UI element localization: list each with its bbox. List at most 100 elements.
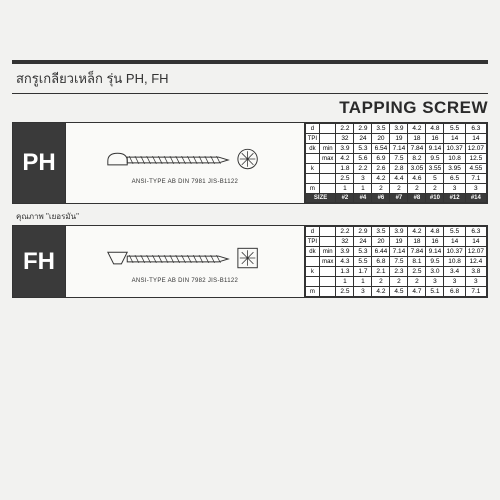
cell: 20 <box>372 237 390 247</box>
row-header: TPI <box>305 237 319 247</box>
cell: 4.2 <box>372 174 390 184</box>
row-subheader <box>320 237 336 247</box>
cell: 10.37 <box>444 247 465 257</box>
cell: 1 <box>336 184 354 194</box>
cell: 18 <box>408 134 426 144</box>
cell: 7.84 <box>408 144 426 154</box>
cell: 7.5 <box>390 257 408 267</box>
cell: 2 <box>372 184 390 194</box>
cell: 5.5 <box>444 124 465 134</box>
cell: 10.37 <box>444 144 465 154</box>
cell: 32 <box>336 134 354 144</box>
row-subheader <box>320 174 336 184</box>
cell: 2.6 <box>372 164 390 174</box>
row-subheader <box>320 227 336 237</box>
cell: 3.9 <box>336 144 354 154</box>
cell: 4.5 <box>390 287 408 297</box>
cell: 7.1 <box>465 287 486 297</box>
cell: 2 <box>426 184 444 194</box>
cell: 2.8 <box>390 164 408 174</box>
cell: 1.3 <box>336 267 354 277</box>
cell: 4.55 <box>465 164 486 174</box>
cell: 3 <box>354 287 372 297</box>
size-row: SIZE#2#4#6#7#8#10#12#14 <box>305 194 486 203</box>
spec-block: PHANSI-TYPE AB DIN 7981 JIS-B1122d2.22.9… <box>12 122 488 204</box>
cell: 3 <box>426 277 444 287</box>
cell: 6.44 <box>372 247 390 257</box>
row-subheader <box>320 164 336 174</box>
cell: 5.5 <box>444 227 465 237</box>
cell: 6.8 <box>444 287 465 297</box>
cell: 2.9 <box>354 124 372 134</box>
size-cell: #8 <box>408 194 426 203</box>
row-header: dk <box>305 144 319 154</box>
cell: 18 <box>408 237 426 247</box>
table-row: dkmin3.95.36.547.147.849.1410.3712.07 <box>305 144 486 154</box>
cell: 2.2 <box>336 227 354 237</box>
table-row: 11222333 <box>305 277 486 287</box>
cell: 14 <box>465 134 486 144</box>
row-header: k <box>305 267 319 277</box>
row-header <box>305 154 319 164</box>
cell: 9.14 <box>426 144 444 154</box>
cell: 5.3 <box>354 144 372 154</box>
row-header: d <box>305 227 319 237</box>
cell: 3.05 <box>408 164 426 174</box>
table-row: d2.22.93.53.94.24.85.56.3 <box>305 227 486 237</box>
table-row: dkmin3.95.36.447.147.849.1410.3712.07 <box>305 247 486 257</box>
row-header: m <box>305 287 319 297</box>
size-cell: #2 <box>336 194 354 203</box>
size-cell: #4 <box>354 194 372 203</box>
cell: 6.9 <box>372 154 390 164</box>
cell: 3 <box>465 277 486 287</box>
table-row: m2.534.24.54.75.16.87.1 <box>305 287 486 297</box>
spec-table: d2.22.93.53.94.24.85.56.3TPI322420191816… <box>305 226 487 297</box>
row-subheader <box>320 184 336 194</box>
table-row: TPI3224201918161414 <box>305 134 486 144</box>
cell: 32 <box>336 237 354 247</box>
screw-diagram: ANSI-TYPE AB DIN 7982 JIS-B1122 <box>65 226 305 297</box>
cell: 4.2 <box>408 227 426 237</box>
cell: 3.5 <box>372 124 390 134</box>
cell: 12.5 <box>465 154 486 164</box>
table-row: k1.82.22.62.83.053.553.954.55 <box>305 164 486 174</box>
cell: 7.14 <box>390 144 408 154</box>
thai-title: สกรูเกลียวเหล็ก รุ่น PH, FH <box>12 68 169 89</box>
row-header <box>305 257 319 267</box>
size-cell: #7 <box>390 194 408 203</box>
cell: 4.8 <box>426 227 444 237</box>
cell: 6.5 <box>444 174 465 184</box>
cell: 3.9 <box>390 227 408 237</box>
cell: 4.2 <box>408 124 426 134</box>
row-subheader <box>320 124 336 134</box>
row-header: TPI <box>305 134 319 144</box>
english-title: TAPPING SCREW <box>12 98 488 118</box>
cell: 1 <box>354 277 372 287</box>
row-subheader <box>320 287 336 297</box>
type-label: FH <box>13 226 65 297</box>
cell: 6.3 <box>465 227 486 237</box>
diagram-caption: ANSI-TYPE AB DIN 7981 JIS-B1122 <box>132 179 239 185</box>
cell: 3.0 <box>426 267 444 277</box>
cell: 24 <box>354 237 372 247</box>
cell: 19 <box>390 237 408 247</box>
row-header: m <box>305 184 319 194</box>
row-subheader: max <box>320 257 336 267</box>
cell: 2.9 <box>354 227 372 237</box>
cell: 3.55 <box>426 164 444 174</box>
cell: 4.4 <box>390 174 408 184</box>
cell: 2.2 <box>354 164 372 174</box>
table-row: m11222233 <box>305 184 486 194</box>
table-row: d2.22.93.53.94.24.85.56.3 <box>305 124 486 134</box>
cell: 4.2 <box>372 287 390 297</box>
cell: 10.8 <box>444 154 465 164</box>
cell: 6.3 <box>465 124 486 134</box>
cell: 9.5 <box>426 257 444 267</box>
cell: 3.8 <box>465 267 486 277</box>
row-subheader <box>320 267 336 277</box>
cell: 2 <box>408 184 426 194</box>
cell: 5.1 <box>426 287 444 297</box>
cell: 14 <box>444 237 465 247</box>
screw-diagram: ANSI-TYPE AB DIN 7981 JIS-B1122 <box>65 123 305 203</box>
row-subheader <box>320 277 336 287</box>
